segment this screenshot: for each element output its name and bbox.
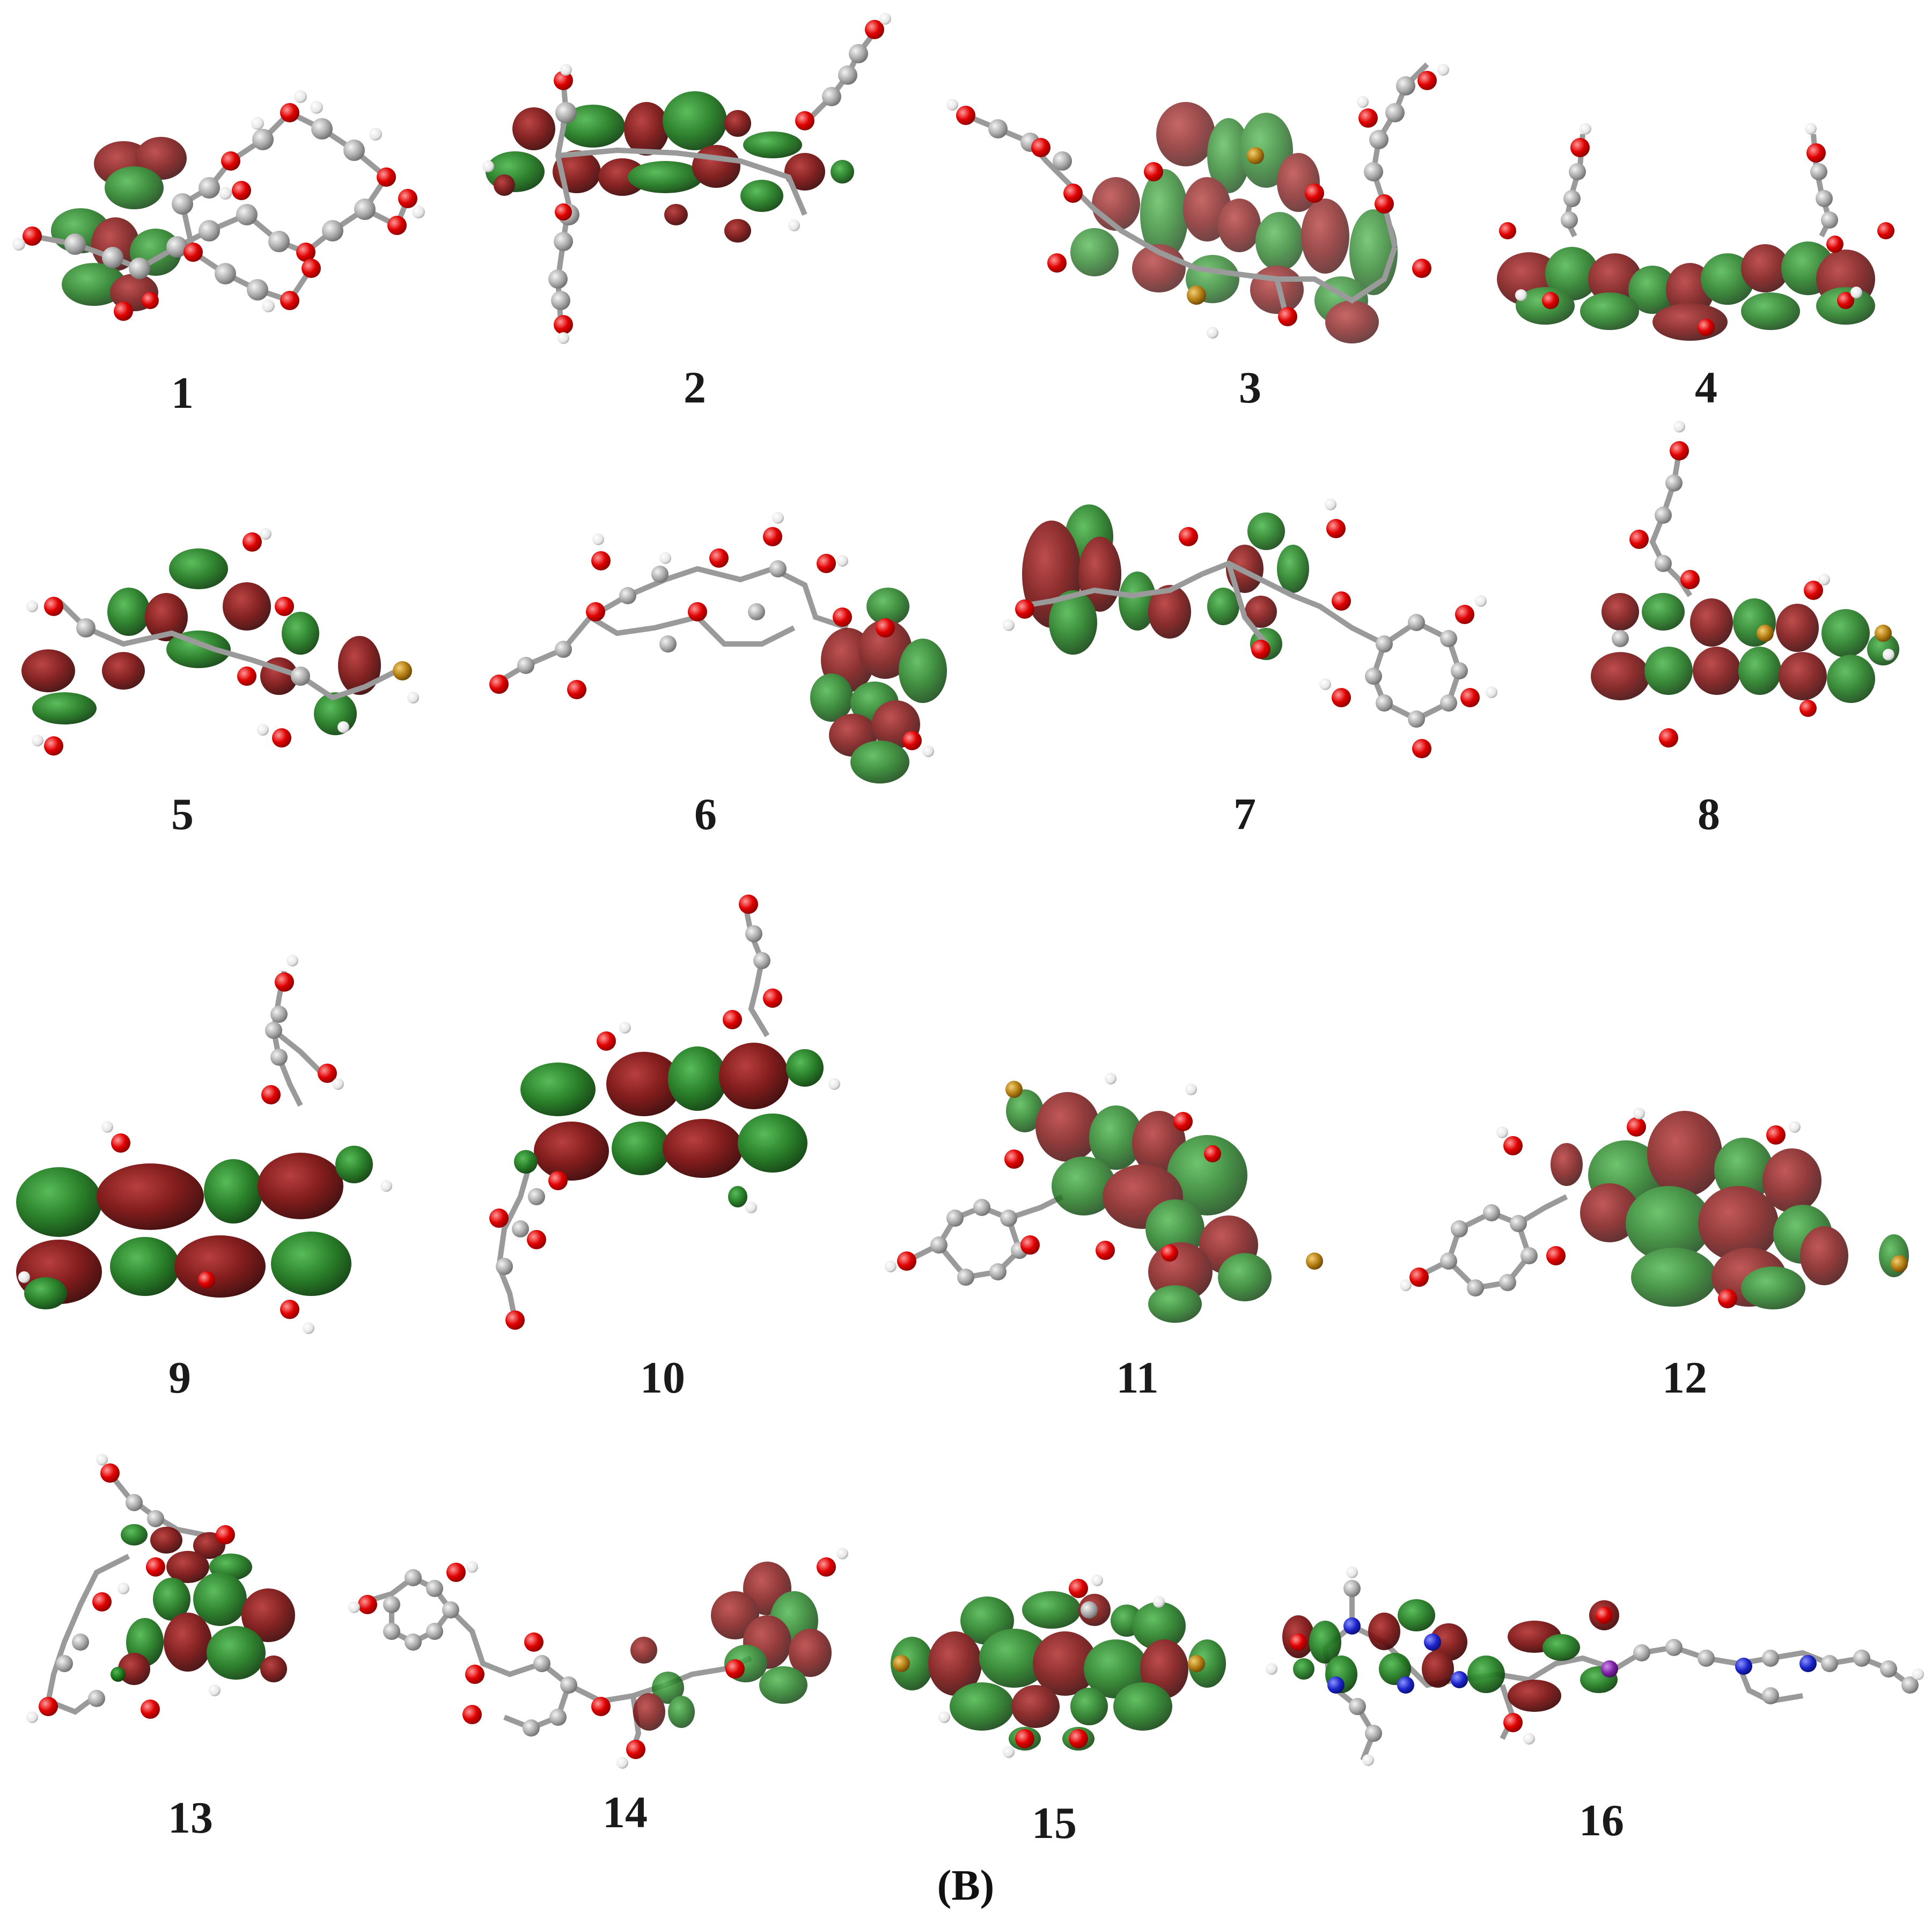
molecule-13-label: 13 xyxy=(168,1793,213,1843)
orbital-lobes xyxy=(514,1043,824,1207)
molecule-6-label: 6 xyxy=(694,789,717,839)
molecule-3-label: 3 xyxy=(1239,363,1261,413)
molecule-7: 7 xyxy=(1003,499,1497,839)
molecule-12: 12 xyxy=(1400,1108,1909,1403)
orbital-lobes xyxy=(810,588,947,783)
molecule-2: 2 xyxy=(482,13,891,413)
orbital-lobes xyxy=(1006,1089,1272,1323)
molecule-16-label: 16 xyxy=(1579,1796,1624,1845)
molecule-11-label: 11 xyxy=(1116,1353,1158,1403)
molecule-7-label: 7 xyxy=(1233,789,1256,839)
atoms xyxy=(1003,499,1497,758)
molecule-3: 3 xyxy=(946,62,1449,413)
atoms xyxy=(26,1454,235,1723)
molecule-8-label: 8 xyxy=(1698,789,1720,839)
orbital-lobes xyxy=(51,137,187,311)
orbital-lobes xyxy=(1282,1599,1619,1712)
atoms xyxy=(489,512,852,699)
molecule-15: 15 xyxy=(891,1574,1226,1848)
atoms xyxy=(946,64,1449,339)
orbital-lobes xyxy=(16,1146,373,1309)
bond-skeleton xyxy=(497,566,849,684)
atoms xyxy=(489,895,840,1330)
orbital-lobes xyxy=(1497,241,1875,341)
molecule-15-label: 15 xyxy=(1032,1798,1077,1848)
bond-skeleton xyxy=(270,971,324,1107)
molecule-5: 5 xyxy=(21,528,419,839)
molecule-2-label: 2 xyxy=(684,363,706,413)
molecule-14-label: 14 xyxy=(603,1788,648,1837)
atoms xyxy=(26,528,419,756)
orbital-lobes xyxy=(1551,1111,1909,1309)
atoms xyxy=(348,1548,848,1769)
bond-skeleton xyxy=(1563,134,1833,238)
atoms xyxy=(893,1574,1205,1758)
orbital-lobes xyxy=(1591,593,1899,703)
atoms xyxy=(1400,1108,1908,1308)
orbital-lobes xyxy=(630,1562,832,1731)
bond-skeleton xyxy=(57,599,399,701)
panel-caption: (B) xyxy=(937,1862,995,1909)
molecule-13: 13 xyxy=(26,1454,295,1843)
molecule-4-label: 4 xyxy=(1695,363,1717,413)
molecule-11: 11 xyxy=(885,1073,1323,1403)
atoms xyxy=(1266,1566,1924,1766)
atoms xyxy=(1499,123,1894,336)
atoms xyxy=(12,90,425,321)
atoms xyxy=(482,13,891,344)
molecule-4: 4 xyxy=(1497,123,1894,413)
molecule-9: 9 xyxy=(16,955,392,1403)
orbital-lobes xyxy=(1070,102,1398,343)
molecule-1: 1 xyxy=(12,90,425,418)
molecule-5-label: 5 xyxy=(171,789,194,839)
orbital-lobes xyxy=(21,548,381,735)
molecule-16: 16 xyxy=(1266,1566,1924,1845)
molecule-12-label: 12 xyxy=(1662,1353,1707,1403)
molecule-10: 10 xyxy=(489,895,840,1403)
atoms-front xyxy=(876,618,934,757)
molecule-10-label: 10 xyxy=(640,1353,685,1403)
atoms xyxy=(1612,421,1894,748)
molecule-6: 6 xyxy=(489,512,947,839)
molecule-14: 14 xyxy=(348,1548,848,1837)
atoms xyxy=(885,1073,1323,1286)
molecule-8: 8 xyxy=(1591,421,1899,839)
molecule-9-label: 9 xyxy=(168,1353,191,1403)
molecule-1-label: 1 xyxy=(171,368,194,418)
orbital-lobes xyxy=(891,1591,1226,1750)
atoms xyxy=(18,955,392,1334)
orbital-lobes xyxy=(118,1524,295,1685)
